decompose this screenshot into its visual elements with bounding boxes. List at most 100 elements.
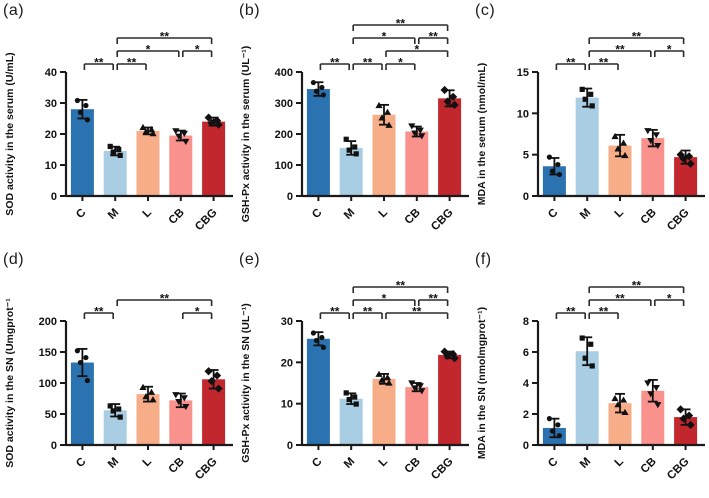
- svg-text:**: **: [330, 305, 340, 319]
- svg-text:CB: CB: [403, 456, 423, 476]
- svg-text:*: *: [382, 292, 387, 306]
- panel-b: (b) 0 100 200 300 400 C M L CB CBG GSH-Px activity…: [236, 0, 472, 249]
- svg-text:**: **: [412, 305, 422, 319]
- svg-text:**: **: [330, 56, 340, 70]
- svg-text:200: 200: [39, 316, 57, 328]
- svg-text:CB: CB: [167, 456, 187, 476]
- svg-text:*: *: [195, 43, 200, 57]
- svg-text:CBG: CBG: [429, 456, 456, 483]
- svg-text:30: 30: [45, 98, 57, 110]
- svg-text:4: 4: [523, 378, 530, 390]
- svg-text:5: 5: [523, 150, 529, 162]
- svg-text:**: **: [363, 305, 373, 319]
- svg-text:L: L: [613, 456, 626, 469]
- svg-text:M: M: [342, 456, 357, 471]
- svg-text:300: 300: [275, 98, 293, 110]
- svg-text:20: 20: [281, 357, 293, 369]
- svg-text:CBG: CBG: [665, 207, 692, 234]
- svg-text:**: **: [94, 56, 104, 70]
- svg-text:CB: CB: [403, 207, 423, 227]
- svg-text:100: 100: [275, 160, 293, 172]
- svg-text:M: M: [106, 207, 121, 222]
- svg-text:20: 20: [45, 129, 57, 141]
- svg-text:200: 200: [275, 129, 293, 141]
- svg-text:**: **: [94, 305, 104, 319]
- svg-text:**: **: [429, 292, 439, 306]
- svg-text:**: **: [599, 56, 609, 70]
- svg-text:**: **: [429, 30, 439, 44]
- svg-text:0: 0: [523, 191, 529, 203]
- svg-text:C: C: [310, 456, 324, 470]
- panel-e-label: (e): [239, 251, 261, 268]
- svg-text:0: 0: [287, 440, 293, 452]
- chart-mda-sn: 0 2 4 6 8 C M L CB CBG MDA in the SN (nmolmgprot⁻¹…: [476, 279, 705, 483]
- panel-a-label: (a): [3, 2, 25, 19]
- svg-text:M: M: [342, 207, 357, 222]
- svg-text:6: 6: [523, 347, 529, 359]
- svg-text:**: **: [615, 292, 625, 306]
- svg-text:GSH-Px activity in the SN (UL⁻: GSH-Px activity in the SN (UL⁻¹): [240, 303, 252, 463]
- svg-text:C: C: [74, 456, 88, 470]
- svg-text:SOD activity in the serum (U/m: SOD activity in the serum (U/mL): [4, 52, 16, 215]
- chart-gshpx-sn: 0 10 20 30 C M L CB CBG GSH-Px activity in the SN…: [240, 279, 469, 483]
- svg-text:M: M: [578, 456, 593, 471]
- svg-text:10: 10: [281, 399, 293, 411]
- chart-sod-serum: 0 10 20 30 40 C M L CB CBG SOD activity in the ser…: [4, 30, 233, 234]
- svg-text:400: 400: [275, 67, 293, 79]
- svg-text:CB: CB: [167, 207, 187, 227]
- svg-text:M: M: [106, 456, 121, 471]
- svg-text:**: **: [363, 56, 373, 70]
- svg-text:L: L: [613, 207, 626, 220]
- svg-text:CBG: CBG: [429, 207, 456, 234]
- svg-text:M: M: [578, 207, 593, 222]
- svg-text:CB: CB: [639, 456, 659, 476]
- chart-mda-serum: 0 5 10 15 C M L CB CBG MDA in the serum (nmol/mL)…: [476, 30, 705, 234]
- svg-text:C: C: [546, 207, 560, 221]
- svg-text:**: **: [566, 305, 576, 319]
- panel-f: (f) 0 2 4 6 8 C M L CB CBG MDA in the SN (nmolmgpr…: [472, 249, 708, 498]
- svg-text:**: **: [632, 279, 642, 293]
- svg-text:MDA in the SN (nmolmgprot⁻¹): MDA in the SN (nmolmgprot⁻¹): [476, 307, 488, 459]
- svg-text:L: L: [377, 207, 390, 220]
- svg-text:150: 150: [39, 347, 57, 359]
- svg-text:**: **: [396, 279, 406, 293]
- svg-text:**: **: [615, 43, 625, 57]
- svg-text:15: 15: [517, 67, 529, 79]
- svg-text:C: C: [310, 207, 324, 221]
- svg-text:CB: CB: [639, 207, 659, 227]
- svg-text:**: **: [566, 56, 576, 70]
- svg-text:GSH-Px activity in the serum (: GSH-Px activity in the serum (UL⁻¹): [240, 46, 252, 223]
- panel-a: (a) 0 10 20 30 40 C M L CB CBG SOD activity in the…: [0, 0, 236, 249]
- panel-d-label: (d): [3, 251, 25, 268]
- svg-text:30: 30: [281, 316, 293, 328]
- svg-text:CBG: CBG: [193, 207, 220, 234]
- svg-text:0: 0: [523, 440, 529, 452]
- svg-text:50: 50: [45, 409, 57, 421]
- chart-gshpx-serum: 0 100 200 300 400 C M L CB CBG GSH-Px activity in …: [240, 17, 469, 234]
- svg-text:C: C: [74, 207, 88, 221]
- svg-text:0: 0: [51, 440, 57, 452]
- panel-e: (e) 0 10 20 30 C M L CB CBG GSH-Px activity in th…: [236, 249, 472, 498]
- panel-b-label: (b): [239, 2, 261, 19]
- panel-f-label: (f): [475, 251, 492, 268]
- svg-text:8: 8: [523, 316, 529, 328]
- svg-text:0: 0: [51, 191, 57, 203]
- svg-text:**: **: [396, 17, 406, 31]
- svg-text:**: **: [632, 30, 642, 44]
- svg-text:MDA in the serum (nmol/mL): MDA in the serum (nmol/mL): [476, 63, 488, 206]
- svg-text:*: *: [382, 30, 387, 44]
- svg-text:L: L: [141, 456, 154, 469]
- svg-text:40: 40: [45, 67, 57, 79]
- svg-text:CBG: CBG: [665, 456, 692, 483]
- svg-text:10: 10: [517, 108, 529, 120]
- svg-text:*: *: [667, 43, 672, 57]
- svg-text:*: *: [195, 305, 200, 319]
- svg-text:**: **: [160, 292, 170, 306]
- svg-text:C: C: [546, 456, 560, 470]
- svg-text:0: 0: [287, 191, 293, 203]
- svg-text:*: *: [146, 43, 151, 57]
- svg-text:2: 2: [523, 409, 529, 421]
- svg-text:10: 10: [45, 160, 57, 172]
- svg-text:L: L: [141, 207, 154, 220]
